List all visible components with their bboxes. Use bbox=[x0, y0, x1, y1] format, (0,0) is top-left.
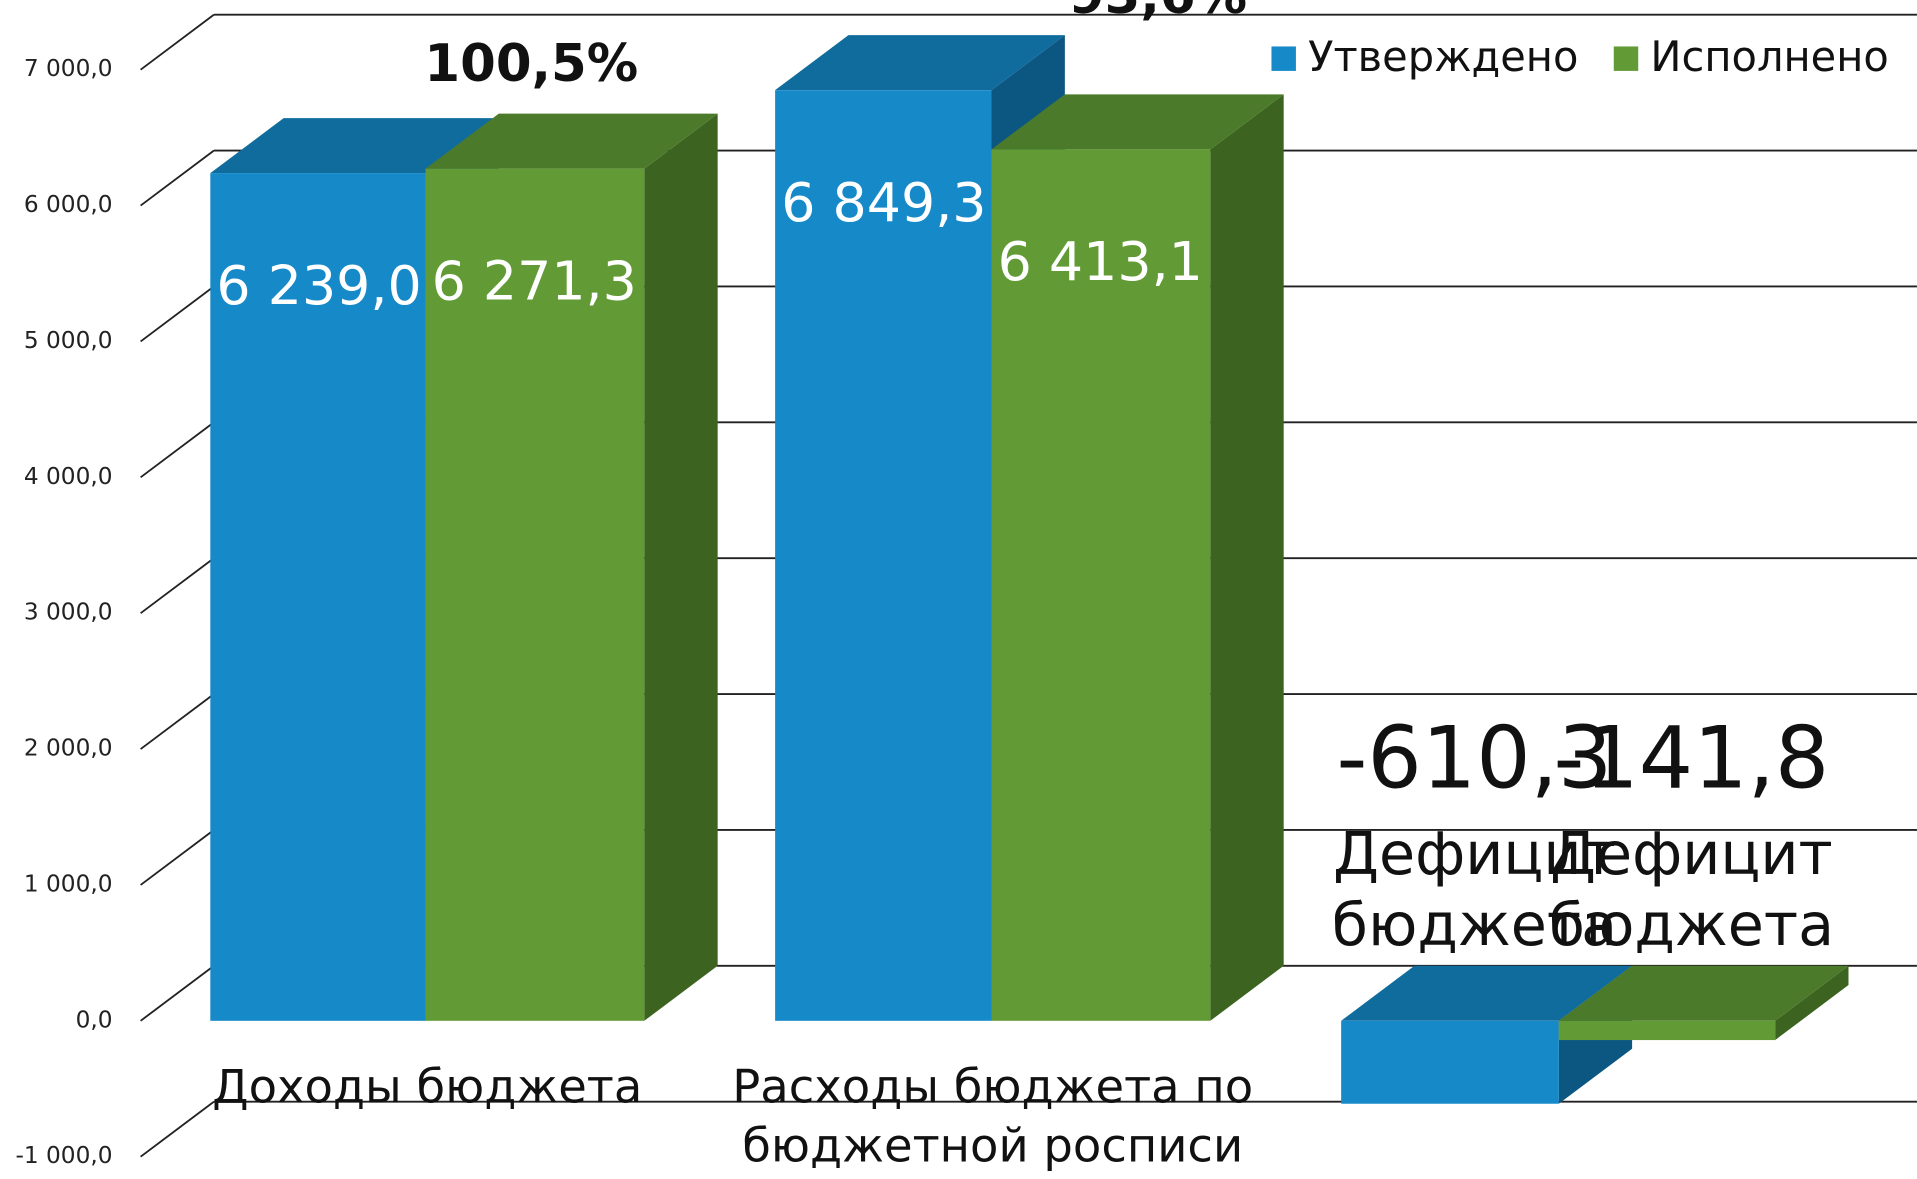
x-tick-label: Расходы бюджета по бюджетной росписи bbox=[732, 1059, 1254, 1173]
legend-swatch bbox=[1613, 46, 1639, 71]
y-tick-label: 4 000,0 bbox=[24, 463, 113, 490]
x-tick-label-box: Доходы бюджета bbox=[212, 1059, 643, 1114]
deficit-label: Дефицит бюджета bbox=[1548, 820, 1835, 960]
y-tick-label: 7 000,0 bbox=[24, 55, 113, 82]
legend-label: Утверждено bbox=[1308, 32, 1578, 81]
value-label: -610,3 bbox=[1336, 710, 1612, 809]
percent-label: 100,5% bbox=[424, 34, 638, 94]
axis-tick bbox=[140, 829, 215, 886]
deficit-label-box: Дефицит бюджета bbox=[1548, 820, 1835, 960]
legend-label: Исполнено bbox=[1650, 32, 1888, 81]
value-label: -141,8 bbox=[1553, 710, 1829, 809]
bar-top bbox=[991, 94, 1284, 150]
legend-swatch bbox=[1271, 46, 1296, 71]
bar bbox=[210, 173, 426, 1021]
axis-tick bbox=[140, 421, 215, 479]
bar-top bbox=[775, 35, 1065, 91]
bar bbox=[991, 149, 1211, 1021]
y-tick-label: -1 000,0 bbox=[15, 1142, 112, 1169]
bar-top bbox=[425, 113, 718, 169]
axis-tick bbox=[140, 557, 215, 614]
bar-top bbox=[1341, 965, 1633, 1021]
x-tick-label-box: Расходы бюджета по бюджетной росписи bbox=[732, 1059, 1254, 1173]
axis-tick bbox=[140, 1100, 215, 1158]
axis-tick bbox=[140, 965, 215, 1022]
y-tick-label: 0,0 bbox=[76, 1006, 113, 1033]
bar-top bbox=[1558, 965, 1849, 1021]
deficit-label-box: Дефицит бюджета bbox=[1331, 820, 1618, 960]
x-tick-label: Доходы бюджета bbox=[212, 1059, 643, 1114]
y-tick-label: 5 000,0 bbox=[24, 327, 113, 354]
percent-label: 93,6% bbox=[1069, 0, 1247, 26]
axis-tick bbox=[140, 149, 215, 207]
deficit-label: Дефицит бюджета bbox=[1331, 820, 1618, 960]
bar-top bbox=[210, 118, 499, 174]
bar-side bbox=[1775, 965, 1849, 1041]
axis-tick bbox=[140, 13, 215, 71]
value-label: 6 271,3 bbox=[432, 249, 637, 312]
bar bbox=[1341, 1020, 1559, 1104]
y-tick-label: 3 000,0 bbox=[24, 599, 113, 626]
bar bbox=[425, 168, 645, 1021]
bar bbox=[775, 90, 992, 1021]
y-tick-label: 1 000,0 bbox=[24, 870, 113, 897]
value-label: 6 239,0 bbox=[216, 254, 421, 317]
value-label: 6 413,1 bbox=[998, 230, 1203, 293]
y-tick-label: 2 000,0 bbox=[24, 735, 113, 762]
value-label: 6 849,3 bbox=[781, 171, 986, 234]
axis-tick bbox=[140, 693, 215, 750]
bar bbox=[1558, 1020, 1776, 1041]
y-tick-label: 6 000,0 bbox=[24, 191, 113, 218]
bar-side bbox=[1210, 94, 1284, 1021]
axis-tick bbox=[140, 285, 215, 343]
bar-side bbox=[644, 113, 718, 1021]
